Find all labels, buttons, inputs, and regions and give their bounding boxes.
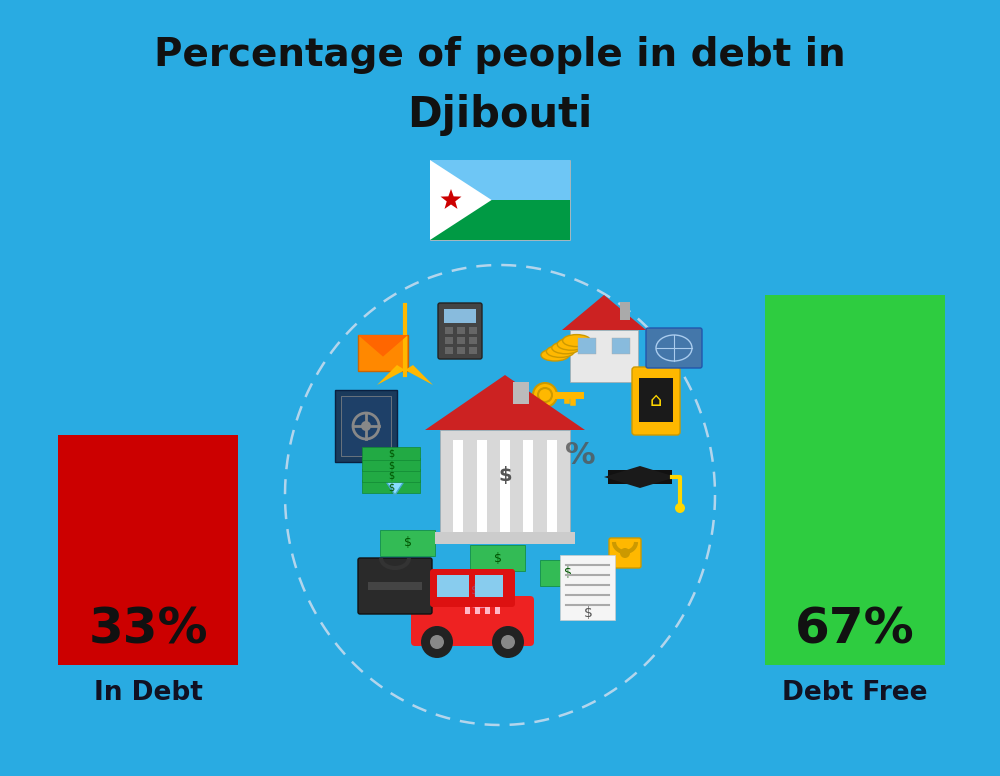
FancyBboxPatch shape xyxy=(411,596,534,646)
Polygon shape xyxy=(358,335,408,357)
Text: Djibouti: Djibouti xyxy=(407,94,593,136)
Circle shape xyxy=(430,635,444,649)
Polygon shape xyxy=(385,470,405,495)
Text: ⌂: ⌂ xyxy=(650,392,662,411)
FancyBboxPatch shape xyxy=(500,440,510,535)
Polygon shape xyxy=(604,466,676,488)
FancyBboxPatch shape xyxy=(430,160,570,240)
Polygon shape xyxy=(441,189,461,209)
Circle shape xyxy=(533,383,557,407)
FancyBboxPatch shape xyxy=(380,530,435,556)
FancyBboxPatch shape xyxy=(358,335,408,371)
Ellipse shape xyxy=(557,338,585,350)
Text: 67%: 67% xyxy=(795,606,915,654)
Text: $: $ xyxy=(388,449,394,459)
Text: $: $ xyxy=(494,552,502,564)
FancyBboxPatch shape xyxy=(495,602,500,614)
Text: Percentage of people in debt in: Percentage of people in debt in xyxy=(154,36,846,74)
FancyBboxPatch shape xyxy=(362,480,420,493)
Text: Debt Free: Debt Free xyxy=(782,680,928,706)
FancyBboxPatch shape xyxy=(578,338,596,354)
FancyBboxPatch shape xyxy=(609,538,641,568)
FancyBboxPatch shape xyxy=(335,390,397,462)
FancyBboxPatch shape xyxy=(469,337,477,344)
FancyBboxPatch shape xyxy=(475,602,480,614)
FancyBboxPatch shape xyxy=(765,295,945,665)
Polygon shape xyxy=(405,365,433,385)
Circle shape xyxy=(492,626,524,658)
FancyBboxPatch shape xyxy=(457,347,465,354)
FancyBboxPatch shape xyxy=(444,309,476,323)
Text: $: $ xyxy=(564,566,572,580)
FancyBboxPatch shape xyxy=(560,555,615,620)
FancyBboxPatch shape xyxy=(368,582,422,590)
Polygon shape xyxy=(377,365,405,385)
FancyBboxPatch shape xyxy=(437,575,469,597)
FancyBboxPatch shape xyxy=(430,200,570,240)
FancyBboxPatch shape xyxy=(612,338,630,354)
FancyBboxPatch shape xyxy=(358,558,432,614)
Ellipse shape xyxy=(552,341,580,354)
Circle shape xyxy=(501,635,515,649)
Text: $: $ xyxy=(404,536,412,549)
FancyBboxPatch shape xyxy=(477,440,487,535)
FancyBboxPatch shape xyxy=(457,327,465,334)
FancyBboxPatch shape xyxy=(469,327,477,334)
FancyBboxPatch shape xyxy=(523,440,533,535)
FancyBboxPatch shape xyxy=(362,469,420,482)
FancyBboxPatch shape xyxy=(620,302,630,320)
FancyBboxPatch shape xyxy=(646,328,702,368)
FancyBboxPatch shape xyxy=(435,532,575,544)
FancyBboxPatch shape xyxy=(341,396,391,456)
Ellipse shape xyxy=(541,349,569,361)
Circle shape xyxy=(488,570,508,590)
Text: $: $ xyxy=(584,606,592,620)
FancyBboxPatch shape xyxy=(430,160,570,200)
Polygon shape xyxy=(608,470,672,484)
Text: $: $ xyxy=(388,471,394,481)
Circle shape xyxy=(361,421,371,431)
Circle shape xyxy=(675,503,685,513)
FancyBboxPatch shape xyxy=(445,347,453,354)
Text: $: $ xyxy=(498,466,512,484)
Ellipse shape xyxy=(563,334,591,347)
Polygon shape xyxy=(430,160,492,240)
FancyBboxPatch shape xyxy=(513,382,529,404)
Ellipse shape xyxy=(546,345,574,358)
FancyBboxPatch shape xyxy=(58,435,238,665)
FancyBboxPatch shape xyxy=(465,602,470,614)
Text: $: $ xyxy=(388,482,394,492)
FancyBboxPatch shape xyxy=(362,447,420,460)
FancyBboxPatch shape xyxy=(470,545,525,571)
FancyBboxPatch shape xyxy=(540,560,595,586)
FancyBboxPatch shape xyxy=(570,330,638,382)
FancyBboxPatch shape xyxy=(457,337,465,344)
Text: In Debt: In Debt xyxy=(94,680,202,706)
FancyBboxPatch shape xyxy=(639,378,673,422)
FancyBboxPatch shape xyxy=(438,303,482,359)
FancyBboxPatch shape xyxy=(469,347,477,354)
Text: 33%: 33% xyxy=(88,606,208,654)
Polygon shape xyxy=(562,295,646,330)
Polygon shape xyxy=(425,375,585,430)
FancyBboxPatch shape xyxy=(445,337,453,344)
Text: %: % xyxy=(565,441,595,469)
Text: $: $ xyxy=(471,584,479,597)
Circle shape xyxy=(620,548,630,558)
FancyBboxPatch shape xyxy=(475,575,503,597)
Ellipse shape xyxy=(458,573,503,608)
FancyBboxPatch shape xyxy=(445,327,453,334)
FancyBboxPatch shape xyxy=(485,602,490,614)
FancyBboxPatch shape xyxy=(547,440,557,535)
FancyBboxPatch shape xyxy=(430,569,515,607)
Text: $: $ xyxy=(388,460,394,470)
FancyBboxPatch shape xyxy=(362,458,420,471)
Circle shape xyxy=(421,626,453,658)
FancyBboxPatch shape xyxy=(453,440,463,535)
FancyBboxPatch shape xyxy=(632,367,680,435)
FancyBboxPatch shape xyxy=(440,430,570,540)
